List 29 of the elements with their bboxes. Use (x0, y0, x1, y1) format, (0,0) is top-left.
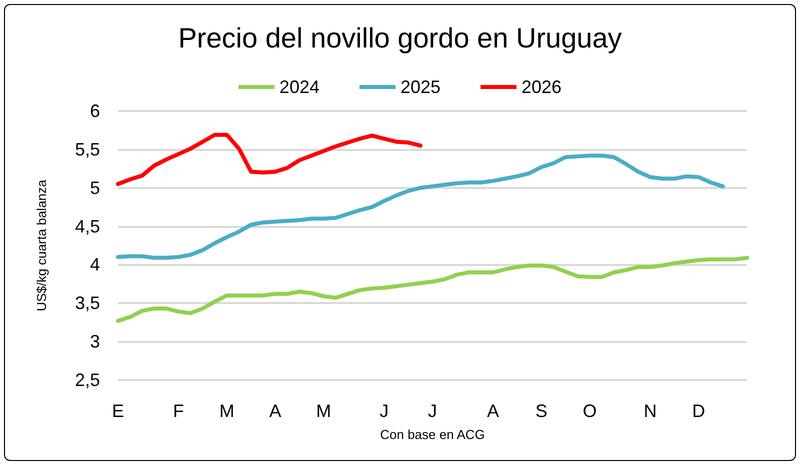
legend-label: 2024 (279, 77, 320, 97)
x-axis-title: Con base en ACG (380, 427, 485, 442)
line-series (116, 154, 725, 260)
y-tick-label: 5 (90, 178, 100, 198)
x-tick-label: J (380, 401, 389, 421)
legend-label: 2026 (522, 77, 562, 97)
line-series (116, 132, 422, 186)
x-tick-label: F (172, 401, 184, 421)
y-tick-label: 3,5 (74, 293, 100, 314)
x-tick-label: M (219, 401, 234, 421)
y-axis-title: US$/kg cuarta balanza (34, 178, 49, 312)
x-tick-label: D (692, 401, 706, 421)
y-tick-label: 4,5 (74, 216, 100, 236)
y-tick-label: 5,5 (74, 139, 100, 160)
y-tick-label: 4 (90, 254, 100, 275)
x-tick-label: M (316, 401, 332, 421)
x-tick-label: A (486, 401, 499, 421)
x-tick-label: E (112, 401, 124, 421)
x-tick-label: N (644, 401, 657, 421)
line-series (116, 256, 749, 323)
x-tick-label: S (535, 401, 548, 421)
chart-title: Precio del novillo gordo en Uruguay (178, 22, 622, 54)
x-tick-label: O (582, 401, 597, 421)
x-tick-label: A (269, 401, 282, 421)
y-tick-label: 2,5 (74, 370, 100, 390)
y-tick-label: 6 (90, 101, 100, 121)
legend-label: 2025 (400, 77, 441, 97)
y-tick-label: 3 (90, 332, 100, 352)
x-tick-label: J (428, 401, 437, 421)
